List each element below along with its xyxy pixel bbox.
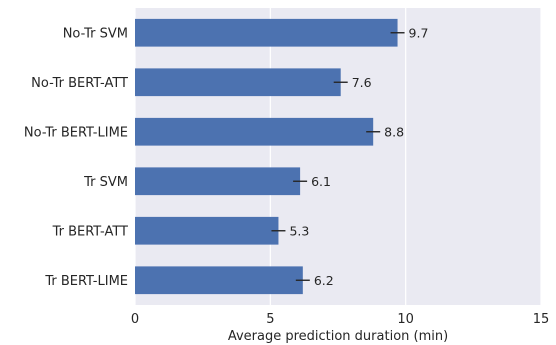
x-tick-label: 0 xyxy=(131,312,139,327)
y-tick-label: Tr BERT-LIME xyxy=(44,274,128,289)
x-tick-label: 10 xyxy=(397,312,414,327)
y-tick-label: No-Tr BERT-ATT xyxy=(31,76,128,91)
bar xyxy=(135,117,374,146)
y-tick-label: Tr BERT-ATT xyxy=(52,224,128,239)
bar-value-label: 9.7 xyxy=(409,25,429,40)
bar xyxy=(135,68,341,97)
y-tick-label: No-Tr SVM xyxy=(63,26,128,41)
grid-lines xyxy=(134,8,542,305)
y-tick-label: Tr SVM xyxy=(83,175,128,190)
x-tick-label: 5 xyxy=(266,312,274,327)
x-tick-labels: 0 5 10 15 xyxy=(131,312,549,327)
x-tick-label: 15 xyxy=(533,312,550,327)
bar-value-label: 8.8 xyxy=(384,124,404,139)
plot-area xyxy=(135,8,541,305)
bar-value-label: 7.6 xyxy=(352,75,372,90)
y-tick-label: No-Tr BERT-LIME xyxy=(24,125,128,140)
bar xyxy=(135,266,303,295)
bar-value-label: 6.1 xyxy=(311,174,331,189)
bar-value-label: 5.3 xyxy=(289,223,309,238)
bar xyxy=(135,18,398,47)
bars: 9.7 7.6 8.8 6.1 5.3 6.2 xyxy=(135,18,429,295)
bar xyxy=(135,216,279,245)
bar-value-label: 6.2 xyxy=(314,273,334,288)
bar xyxy=(135,167,301,196)
y-tick-labels: No-Tr SVM No-Tr BERT-ATT No-Tr BERT-LIME Tr… xyxy=(24,26,128,289)
x-axis-label: Average prediction duration (min) xyxy=(228,329,448,344)
